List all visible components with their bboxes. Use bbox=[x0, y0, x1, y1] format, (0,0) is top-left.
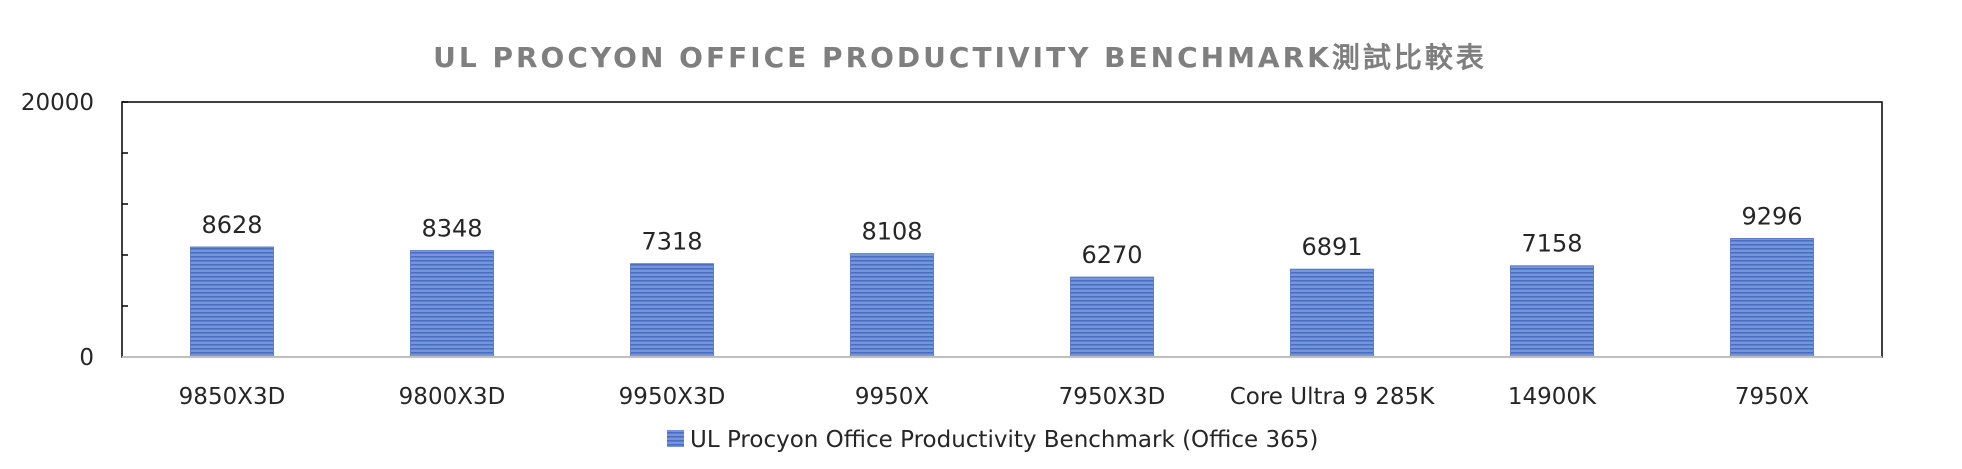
data-label: 8108 bbox=[861, 218, 922, 246]
y-tick-label: 0 bbox=[79, 345, 94, 371]
bar bbox=[410, 250, 494, 358]
bar bbox=[630, 263, 714, 358]
data-label: 8348 bbox=[421, 215, 482, 243]
data-labels: 8628 8348 7318 8108 6270 6891 7158 9296 bbox=[201, 202, 1802, 269]
legend: UL Procyon Office Productivity Benchmark… bbox=[667, 427, 1318, 453]
data-label: 7158 bbox=[1521, 230, 1582, 258]
y-tick-label: 20000 bbox=[21, 90, 94, 116]
plot-area bbox=[121, 101, 1883, 358]
bar bbox=[1730, 238, 1814, 358]
bar bbox=[1510, 265, 1594, 358]
legend-label: UL Procyon Office Productivity Benchmark… bbox=[690, 427, 1318, 453]
x-tick-label: 9850X3D bbox=[179, 384, 286, 410]
bar bbox=[850, 253, 934, 358]
plot-border bbox=[121, 101, 1883, 358]
data-label: 6891 bbox=[1301, 233, 1362, 261]
y-axis: 0 20000 bbox=[21, 90, 128, 371]
x-tick-label: 7950X3D bbox=[1059, 384, 1166, 410]
x-tick-label: 9950X bbox=[855, 384, 930, 410]
bar bbox=[1290, 268, 1374, 358]
x-tick-label: Core Ultra 9 285K bbox=[1230, 384, 1435, 410]
data-label: 6270 bbox=[1081, 241, 1142, 269]
bar-series bbox=[190, 238, 1814, 358]
x-tick-label: 14900K bbox=[1508, 384, 1597, 410]
x-tick-label: 9800X3D bbox=[399, 384, 506, 410]
data-label: 7318 bbox=[641, 228, 702, 256]
x-tick-label: 9950X3D bbox=[619, 384, 726, 410]
bar bbox=[1070, 276, 1154, 358]
x-tick-label: 7950X bbox=[1735, 384, 1810, 410]
data-label: 9296 bbox=[1741, 202, 1802, 230]
bar bbox=[190, 246, 274, 358]
legend-swatch bbox=[667, 430, 684, 447]
data-label: 8628 bbox=[201, 211, 262, 239]
x-axis: 9850X3D 9800X3D 9950X3D 9950X 7950X3D Core Ul… bbox=[122, 356, 1882, 410]
chart-title: UL PROCYON OFFICE PRODUCTIVITY BENCHMARK… bbox=[433, 41, 1487, 74]
